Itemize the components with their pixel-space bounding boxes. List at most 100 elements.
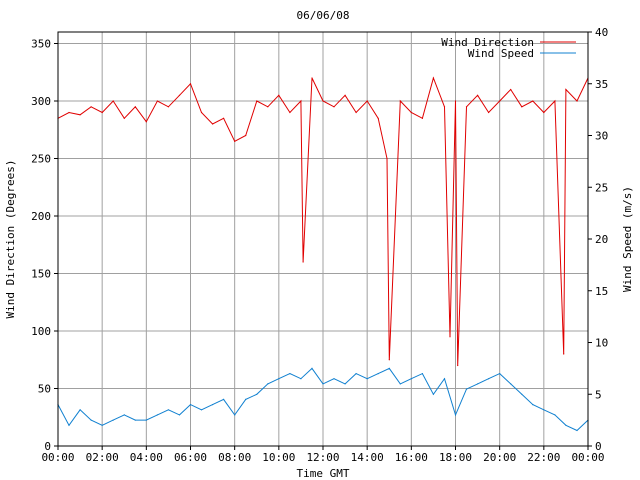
data-point-wind-speed — [410, 378, 412, 380]
data-point-wind-direction — [178, 94, 181, 96]
data-point-wind-direction — [576, 100, 578, 102]
data-point-wind-direction — [278, 94, 280, 96]
y-right-tick-label: 30 — [595, 130, 608, 143]
data-point-wind-direction — [399, 100, 401, 102]
x-axis-ticks: 00:00 02:00 04:00 06:00 08:00 10:00 12:00 14:00… — [41, 446, 605, 464]
data-point-wind-direction — [499, 100, 501, 102]
data-point-wind-direction — [432, 77, 434, 79]
y-right-tick-label: 20 — [595, 233, 608, 246]
data-point-wind-direction — [112, 100, 114, 102]
data-point-wind-speed — [543, 409, 545, 411]
y-axis-right-label: Wind Speed (m/s) — [621, 186, 634, 292]
x-tick-label: 10:00 — [262, 451, 295, 464]
data-point-wind-speed — [145, 419, 147, 421]
data-point-wind-speed — [432, 393, 434, 395]
data-point-wind-direction — [532, 100, 534, 102]
data-point-wind-direction — [410, 111, 412, 114]
data-point-wind-speed — [576, 429, 578, 432]
data-point-wind-speed — [355, 373, 357, 375]
data-point-wind-speed — [90, 419, 92, 421]
data-point-wind-direction — [134, 106, 136, 108]
y-axis-left-ticks: 0 50 100 150 200 250 300 350 — [31, 38, 58, 453]
data-point-wind-direction — [388, 359, 390, 361]
x-tick-label: 22:00 — [527, 451, 560, 464]
y-right-tick-label: 15 — [595, 285, 608, 298]
data-point-wind-direction — [245, 134, 247, 137]
data-point-wind-direction — [521, 106, 523, 108]
data-point-wind-speed — [388, 367, 390, 369]
y-right-tick-label: 25 — [595, 181, 608, 194]
x-tick-label: 14:00 — [351, 451, 384, 464]
data-point-wind-direction — [145, 121, 147, 123]
data-point-wind-direction — [477, 94, 479, 96]
data-point-wind-speed — [134, 419, 136, 421]
data-point-wind-direction — [565, 88, 567, 91]
data-point-wind-speed — [289, 373, 291, 375]
data-point-wind-direction — [454, 100, 457, 102]
data-point-wind-speed — [477, 383, 479, 385]
data-point-wind-direction — [123, 117, 125, 119]
legend: Wind Direction Wind Speed — [441, 36, 576, 60]
data-point-wind-speed — [421, 373, 423, 375]
data-point-wind-speed — [488, 378, 490, 380]
data-point-wind-speed — [443, 378, 446, 380]
data-point-wind-speed — [167, 409, 169, 411]
data-point-wind-direction — [543, 111, 545, 114]
data-point-wind-direction — [267, 106, 269, 108]
data-point-wind-speed — [465, 388, 468, 390]
data-point-wind-direction — [289, 111, 291, 114]
data-point-wind-direction — [386, 157, 388, 160]
data-point-wind-direction — [90, 106, 92, 108]
data-point-wind-direction — [223, 117, 225, 119]
data-point-wind-speed — [278, 378, 280, 380]
data-point-wind-direction — [355, 111, 357, 114]
data-point-wind-speed — [212, 404, 214, 406]
data-point-wind-direction — [234, 140, 236, 142]
data-point-wind-speed — [399, 383, 401, 385]
data-point-wind-speed — [245, 398, 247, 400]
y-left-tick-label: 0 — [44, 440, 51, 453]
x-tick-label: 00:00 — [571, 451, 604, 464]
y-right-tick-label: 5 — [595, 388, 602, 401]
data-point-wind-direction — [488, 111, 490, 114]
data-point-wind-direction — [510, 88, 512, 91]
data-point-wind-speed — [311, 367, 313, 369]
y-right-tick-label: 0 — [595, 440, 602, 453]
data-point-wind-direction — [465, 106, 468, 108]
y-left-tick-label: 50 — [38, 383, 51, 396]
data-point-wind-speed — [554, 414, 556, 416]
data-point-wind-speed — [112, 419, 114, 421]
x-tick-label: 16:00 — [395, 451, 428, 464]
data-point-wind-direction — [212, 123, 214, 125]
data-point-wind-speed — [189, 404, 192, 406]
data-point-wind-direction — [366, 100, 368, 102]
data-point-wind-direction — [421, 117, 423, 119]
data-point-wind-direction — [457, 364, 459, 367]
data-point-wind-direction — [167, 106, 169, 108]
data-point-wind-direction — [189, 83, 192, 85]
data-point-wind-speed — [322, 383, 324, 385]
y-left-tick-label: 250 — [31, 153, 51, 166]
data-point-wind-direction — [443, 106, 446, 108]
data-point-wind-speed — [521, 393, 523, 395]
series-line-wind-direction — [57, 76, 589, 366]
data-point-wind-speed — [267, 383, 269, 385]
data-point-wind-speed — [344, 383, 346, 385]
x-tick-label: 12:00 — [306, 451, 339, 464]
data-point-wind-direction — [200, 111, 203, 114]
data-point-wind-direction — [377, 117, 379, 119]
data-point-wind-direction — [449, 336, 451, 338]
data-point-wind-speed — [178, 414, 181, 416]
data-point-wind-direction — [256, 100, 258, 102]
data-point-wind-speed — [156, 414, 158, 416]
legend-label-wind-direction: Wind Direction — [441, 36, 534, 49]
data-point-wind-direction — [563, 353, 565, 355]
data-point-wind-direction — [554, 100, 556, 102]
y-left-tick-label: 100 — [31, 325, 51, 338]
data-point-wind-speed — [79, 409, 81, 411]
data-point-wind-speed — [333, 378, 335, 380]
data-point-wind-direction — [79, 114, 81, 116]
y-left-tick-label: 150 — [31, 268, 51, 281]
